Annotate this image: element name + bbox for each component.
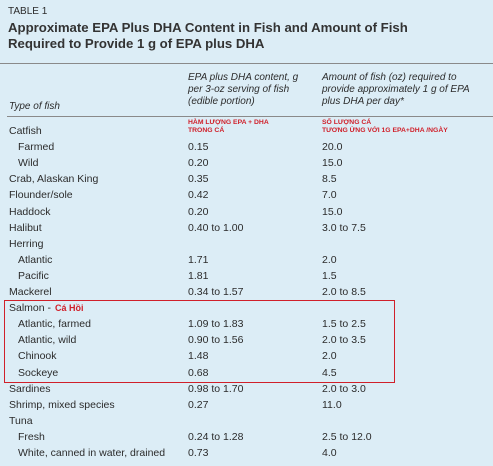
fish-amount: 2.5 to 12.0 — [322, 430, 372, 443]
table-label: TABLE 1 — [8, 6, 48, 17]
epa-dha-content: 1.71 — [188, 253, 209, 266]
epa-dha-content: 0.40 to 1.00 — [188, 221, 244, 234]
fish-amount: 2.0 to 3.5 — [322, 334, 366, 347]
epa-dha-content: 1.48 — [188, 350, 209, 363]
column-header: Type of fish — [9, 101, 60, 112]
fish-note: Cá Hồi — [55, 303, 84, 314]
fish-name: Sockeye — [18, 366, 59, 379]
epa-dha-content: 0.98 to 1.70 — [188, 382, 244, 395]
column-note: TRONG CÁ — [188, 127, 225, 134]
column-note: SỐ LƯỢNG CÁ — [322, 119, 372, 126]
epa-dha-content: 1.09 to 1.83 — [188, 318, 244, 331]
fish-name: Atlantic, farmed — [18, 318, 91, 331]
fish-name: White, canned in water, drained — [18, 447, 166, 459]
fish-amount: 7.0 — [322, 189, 337, 202]
epa-dha-content: 0.90 to 1.56 — [188, 334, 244, 347]
fish-amount: 15.0 — [322, 205, 343, 218]
fish-name: Atlantic — [18, 253, 53, 266]
epa-dha-content: 0.42 — [188, 189, 209, 202]
epa-dha-content: 0.15 — [188, 141, 209, 154]
epa-dha-content: 1.81 — [188, 269, 209, 282]
column-header: EPA plus DHA content, g per 3-oz serving… — [188, 72, 299, 107]
fish-amount: 1.5 to 2.5 — [322, 318, 366, 331]
fish-amount: 1.5 — [322, 269, 337, 282]
epa-dha-content: 0.35 — [188, 173, 209, 186]
fish-name: Farmed — [18, 141, 55, 154]
fish-amount: 2.0 — [322, 350, 337, 363]
fish-name: Catfish — [9, 125, 42, 137]
header-rule — [7, 116, 493, 117]
epa-dha-content: 0.73 — [188, 447, 209, 459]
column-header: Amount of fish (oz) required to provide … — [322, 72, 470, 107]
fish-name: Wild — [18, 157, 39, 170]
title-rule — [0, 63, 493, 64]
fish-name: Salmon - Cá Hồi — [9, 302, 84, 315]
fish-name: Pacific — [18, 269, 49, 282]
fish-amount: 4.0 — [322, 447, 337, 459]
fish-name: Crab, Alaskan King — [9, 173, 99, 186]
fish-amount: 15.0 — [322, 157, 343, 170]
fish-amount: 20.0 — [322, 141, 343, 154]
column-note: TƯƠNG ỨNG VỚI 1G EPA+DHA /NGÀY — [322, 127, 448, 134]
table-title: Approximate EPA Plus DHA Content in Fish… — [8, 20, 408, 51]
fish-name: Haddock — [9, 205, 51, 218]
fish-name: Mackerel — [9, 286, 52, 298]
fish-amount: 11.0 — [322, 398, 342, 411]
epa-dha-content: 0.24 to 1.28 — [188, 430, 244, 443]
highlight-box — [4, 300, 395, 383]
fish-amount: 8.5 — [322, 173, 337, 186]
epa-dha-content: 0.34 to 1.57 — [188, 286, 244, 298]
fish-name: Flounder/sole — [9, 189, 73, 202]
fish-name: Sardines — [9, 382, 51, 395]
fish-name: Halibut — [9, 221, 42, 234]
fish-name: Herring — [9, 237, 44, 250]
fish-amount: 2.0 to 8.5 — [322, 286, 366, 298]
fish-name: Chinook — [18, 350, 57, 363]
epa-dha-content: 0.20 — [188, 205, 209, 218]
fish-amount: 4.5 — [322, 366, 337, 379]
column-note: HÀM LƯỢNG EPA + DHA — [188, 119, 269, 126]
epa-dha-content: 0.20 — [188, 157, 209, 170]
fish-name: Fresh — [18, 430, 45, 443]
fish-amount: 2.0 to 3.0 — [322, 382, 366, 395]
fish-name: Shrimp, mixed species — [9, 398, 115, 411]
epa-dha-content: 0.27 — [188, 398, 209, 411]
fish-amount: 3.0 to 7.5 — [322, 221, 366, 234]
epa-dha-content: 0.68 — [188, 366, 209, 379]
fish-name: Atlantic, wild — [18, 334, 77, 347]
fish-name: Tuna — [9, 414, 33, 427]
fish-amount: 2.0 — [322, 253, 337, 266]
